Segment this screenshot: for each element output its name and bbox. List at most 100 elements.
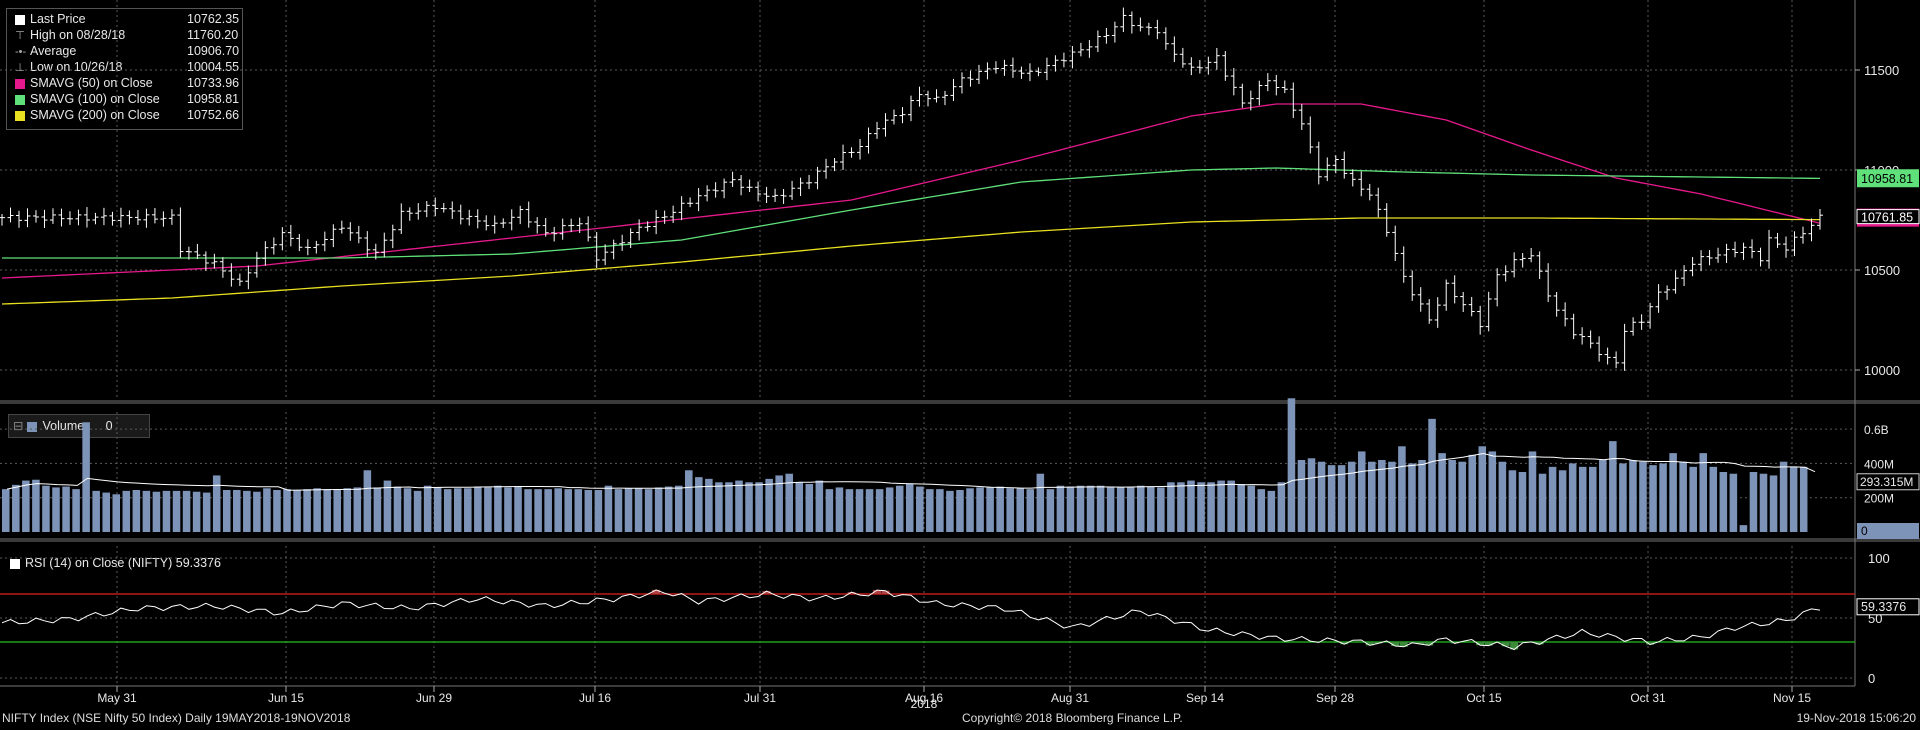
volume-bar [333, 489, 342, 532]
volume-bar [1639, 461, 1647, 532]
x-tick-label: Jul 16 [579, 691, 611, 705]
volume-bar [1769, 475, 1778, 532]
volume-bar [1227, 480, 1235, 532]
last-price-tag [1856, 209, 1920, 225]
volume-bar [916, 486, 924, 532]
volume-bar [323, 489, 331, 532]
volume-bar [92, 490, 100, 532]
volume-bar [273, 490, 281, 532]
volume-bar [1327, 465, 1336, 532]
volume-bar [946, 490, 954, 532]
volume-bar [1267, 490, 1276, 532]
volume-bar [1257, 489, 1266, 532]
volume-bar [1337, 465, 1346, 532]
volume-bar [1287, 398, 1296, 532]
volume-bar [1317, 461, 1326, 532]
volume-legend: ⊟ Volume 0 [8, 414, 150, 438]
volume-bar [1096, 485, 1105, 532]
volume-bar [634, 488, 643, 532]
y-tick-label: 10500 [1864, 263, 1900, 278]
volume-bar [72, 489, 80, 532]
volume-bar [403, 488, 412, 532]
volume-bar [1368, 461, 1376, 532]
volume-bar [1347, 461, 1356, 532]
volume-bar [32, 479, 40, 532]
volume-bar [343, 488, 352, 532]
volume-bar [494, 485, 502, 532]
volume-bar [192, 491, 201, 532]
volume-bar [1297, 460, 1306, 532]
x-tick-label: Jul 31 [744, 691, 776, 705]
volume-bar [765, 478, 773, 532]
volume-bar [926, 489, 934, 532]
volume-bar [624, 488, 633, 532]
volume-label: Volume [42, 419, 85, 433]
legend-label: High on 08/28/18 [30, 28, 126, 42]
rsi-last-tag [1856, 598, 1920, 616]
volume-bar [1036, 473, 1045, 532]
volume-bar [222, 490, 231, 532]
volume-bar [1568, 463, 1577, 532]
volume-bar [1799, 466, 1808, 532]
volume-bar [805, 484, 814, 532]
y-tick-label: 100 [1868, 551, 1890, 566]
y-tick-label: 200M [1864, 492, 1894, 506]
volume-bar [112, 494, 121, 532]
volume-bar [1478, 446, 1487, 532]
volume-bar [1729, 473, 1738, 532]
volume-bar [433, 487, 442, 532]
x-tick-label: Jun 29 [416, 691, 452, 705]
volume-bar [1448, 460, 1456, 532]
legend-swatch [15, 94, 25, 105]
footer-left: NIFTY Index (NSE Nifty 50 Index) Daily 1… [2, 711, 351, 725]
volume-bar [1006, 488, 1014, 532]
volume-bar [1116, 487, 1125, 532]
volume-bar [1659, 463, 1667, 532]
volume-bar [1076, 485, 1085, 532]
volume-bar [1538, 473, 1547, 532]
volume-bar [1147, 486, 1155, 532]
collapse-icon[interactable]: ⊟ [13, 419, 24, 433]
volume-bar [1789, 466, 1798, 532]
volume-bar [584, 490, 593, 532]
volume-bar [82, 422, 90, 532]
legend-row: ⊤ High on 08/28/18 11760.20 [15, 28, 238, 43]
volume-bar [775, 475, 783, 532]
volume-bar [725, 482, 733, 532]
volume-bar [785, 473, 793, 532]
volume-bar [1649, 465, 1657, 532]
volume-bar [905, 484, 914, 532]
x-tick-label: Sep 28 [1316, 691, 1354, 705]
avg-marker-icon: -•- [15, 46, 27, 58]
volume-bar [825, 489, 834, 532]
legend-value: 10733.96 [187, 76, 240, 90]
volume-bar [12, 484, 20, 532]
volume-bar [1428, 418, 1436, 532]
volume-bar [845, 489, 854, 532]
legend-row: SMAVG (200) on Close 10752.66 [15, 108, 239, 123]
volume-bar [1398, 446, 1406, 532]
panel-separator [0, 400, 1920, 404]
volume-bar [1508, 470, 1517, 532]
volume-bar [484, 487, 492, 532]
panel-separator [0, 538, 1920, 542]
ma-line [2, 167, 1821, 259]
volume-bar [243, 490, 251, 532]
volume-bar [1679, 461, 1687, 532]
last-value-tag-label: 10958.81 [1861, 172, 1913, 186]
legend-value: 10752.66 [187, 108, 240, 122]
volume-bar [1739, 525, 1748, 532]
volume-avg-tag [1856, 473, 1920, 491]
volume-bar [1277, 482, 1286, 532]
last-value-tag [1857, 169, 1919, 188]
legend-row: Last Price 10762.35 [15, 12, 239, 27]
volume-bar [1518, 472, 1527, 532]
volume-bar [554, 488, 562, 532]
volume-bar [1046, 489, 1055, 532]
legend-row: SMAVG (100) on Close 10958.81 [15, 92, 239, 107]
volume-bar [715, 482, 723, 532]
volume-bar [142, 490, 151, 532]
volume-bar [474, 486, 482, 532]
legend-label: Last Price [30, 12, 86, 26]
volume-bar [413, 490, 422, 532]
